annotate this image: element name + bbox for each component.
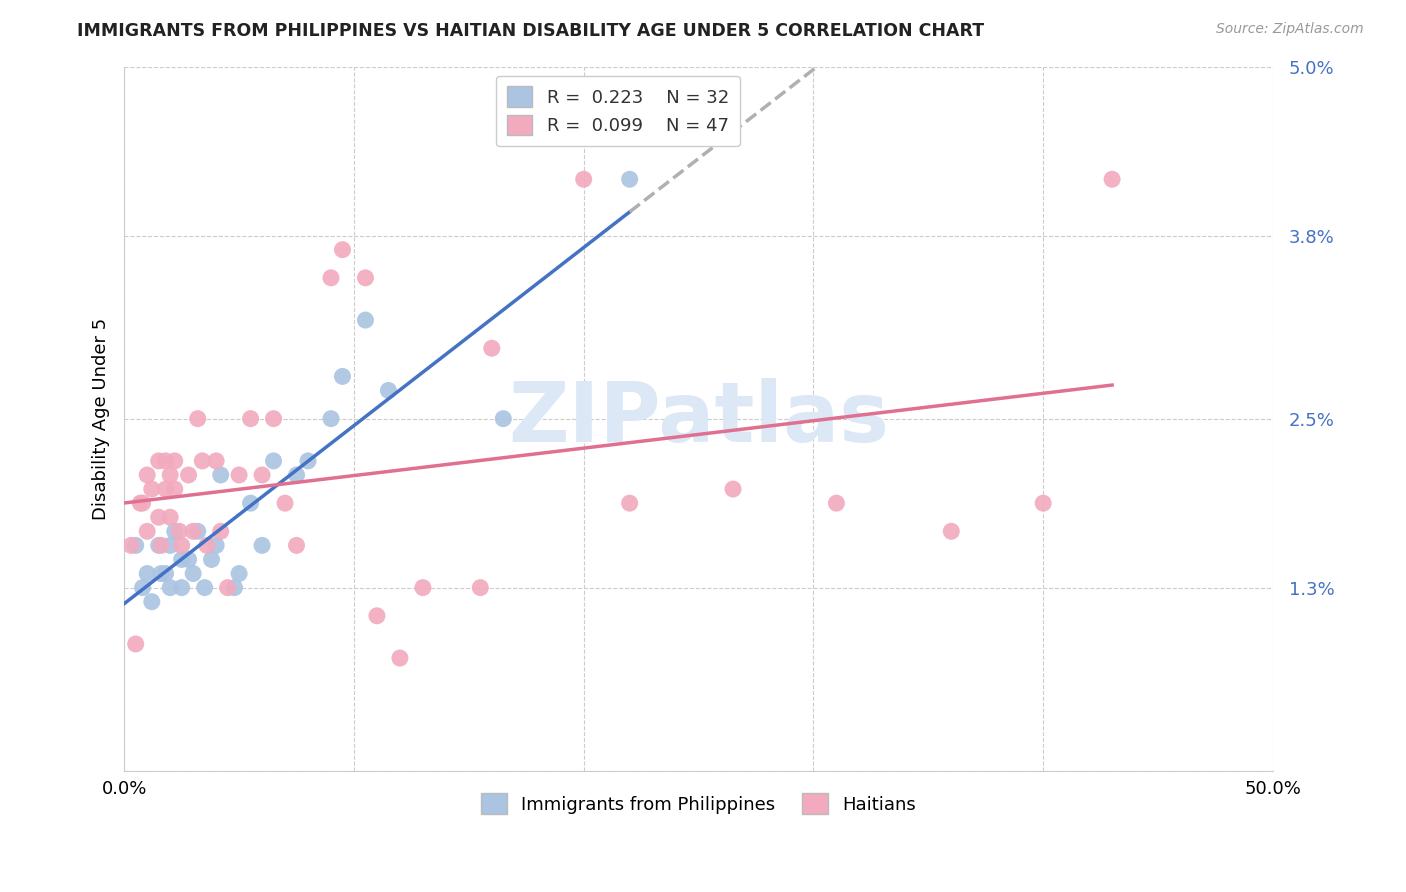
Point: [136, 566, 159, 581]
Point: [129, 496, 152, 510]
Point: [354, 270, 377, 285]
Point: [125, 637, 148, 651]
Point: [619, 172, 641, 186]
Point: [125, 538, 148, 552]
Point: [148, 510, 170, 524]
Point: [481, 341, 503, 355]
Point: [354, 313, 377, 327]
Point: [131, 496, 153, 510]
Point: [228, 566, 250, 581]
Point: [205, 454, 228, 468]
Point: [200, 552, 222, 566]
Point: [149, 566, 172, 581]
Point: [148, 454, 170, 468]
Point: [209, 467, 232, 482]
Point: [136, 467, 159, 482]
Text: Source: ZipAtlas.com: Source: ZipAtlas.com: [1216, 22, 1364, 37]
Point: [181, 566, 204, 581]
Point: [120, 538, 142, 552]
Point: [136, 524, 159, 539]
Point: [159, 581, 181, 595]
Point: [285, 467, 308, 482]
Legend: Immigrants from Philippines, Haitians: Immigrants from Philippines, Haitians: [471, 782, 927, 825]
Point: [239, 496, 262, 510]
Point: [492, 411, 515, 425]
Point: [181, 524, 204, 539]
Point: [941, 524, 963, 539]
Point: [163, 524, 186, 539]
Point: [319, 411, 342, 425]
Point: [170, 552, 193, 566]
Point: [209, 524, 232, 539]
Point: [177, 467, 200, 482]
Point: [319, 270, 342, 285]
Point: [285, 538, 308, 552]
Point: [141, 482, 163, 496]
Point: [159, 538, 181, 552]
Point: [194, 581, 217, 595]
Y-axis label: Disability Age Under 5: Disability Age Under 5: [93, 318, 110, 520]
Point: [239, 411, 262, 425]
Point: [187, 524, 209, 539]
Point: [1101, 172, 1123, 186]
Point: [191, 454, 214, 468]
Point: [159, 467, 181, 482]
Point: [412, 581, 434, 595]
Point: [170, 581, 193, 595]
Point: [366, 608, 388, 623]
Point: [195, 538, 218, 552]
Point: [163, 482, 186, 496]
Point: [155, 482, 177, 496]
Point: [1032, 496, 1054, 510]
Text: ZIPatlas: ZIPatlas: [508, 378, 889, 459]
Point: [332, 243, 354, 257]
Point: [825, 496, 848, 510]
Point: [297, 454, 319, 468]
Point: [274, 496, 297, 510]
Point: [377, 384, 399, 398]
Point: [131, 581, 153, 595]
Point: [155, 566, 177, 581]
Point: [332, 369, 354, 384]
Point: [224, 581, 246, 595]
Point: [217, 581, 239, 595]
Point: [149, 538, 172, 552]
Point: [141, 595, 163, 609]
Point: [250, 467, 273, 482]
Point: [228, 467, 250, 482]
Point: [177, 552, 200, 566]
Point: [159, 510, 181, 524]
Point: [205, 538, 228, 552]
Point: [388, 651, 411, 665]
Point: [619, 496, 641, 510]
Point: [470, 581, 492, 595]
Point: [721, 482, 744, 496]
Point: [263, 411, 285, 425]
Point: [187, 411, 209, 425]
Point: [263, 454, 285, 468]
Point: [148, 538, 170, 552]
Text: IMMIGRANTS FROM PHILIPPINES VS HAITIAN DISABILITY AGE UNDER 5 CORRELATION CHART: IMMIGRANTS FROM PHILIPPINES VS HAITIAN D…: [77, 22, 984, 40]
Point: [163, 454, 186, 468]
Point: [155, 454, 177, 468]
Point: [170, 538, 193, 552]
Point: [572, 172, 595, 186]
Point: [250, 538, 273, 552]
Point: [169, 524, 191, 539]
